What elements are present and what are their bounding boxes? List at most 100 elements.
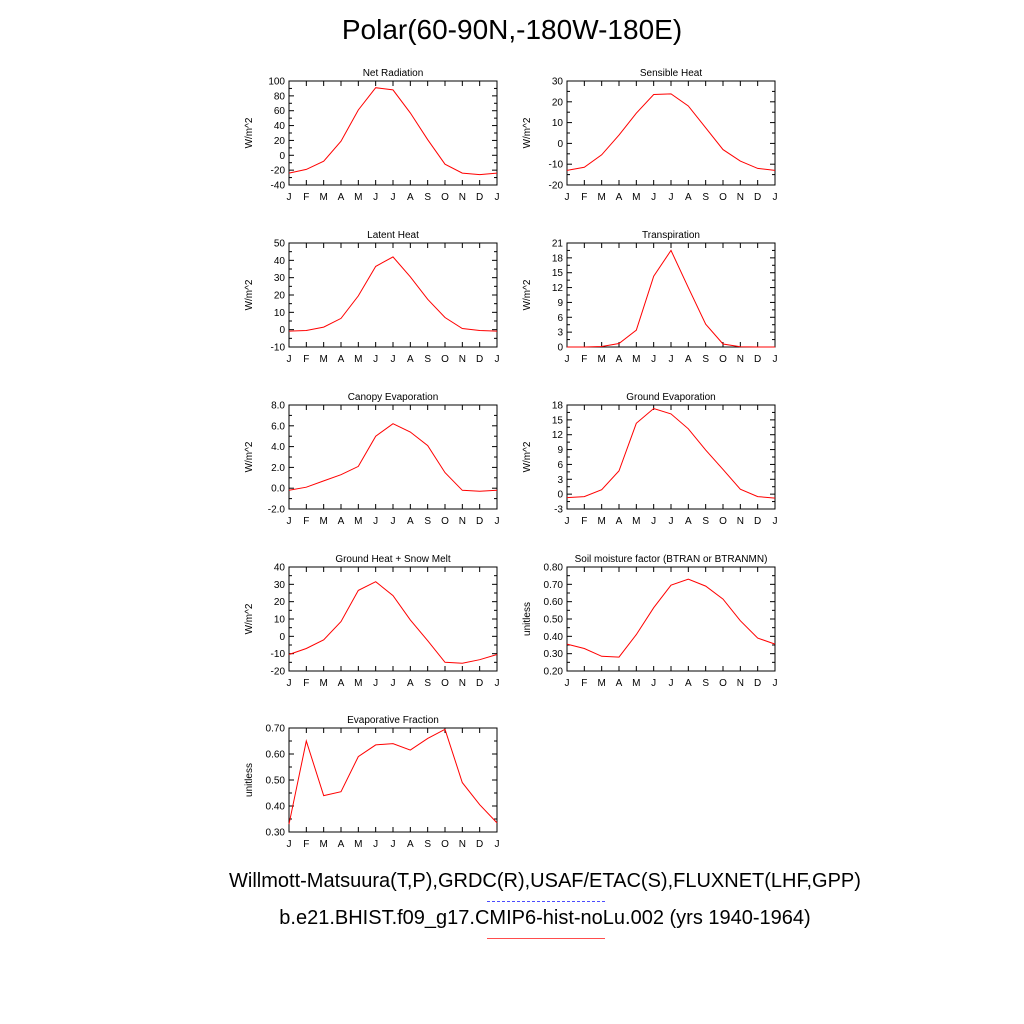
plot-frame: [288, 242, 498, 348]
y-tick-label: 0.70: [266, 724, 286, 735]
x-tick-label: J: [495, 839, 500, 850]
y-tick-label: 15: [552, 415, 564, 426]
plot-frame: [566, 404, 776, 510]
x-tick-label: J: [651, 678, 656, 689]
x-tick-label: A: [407, 678, 414, 689]
plot-frame: [288, 566, 498, 672]
series-line-latent-heat: [288, 256, 498, 332]
y-tick-label: 0.20: [544, 667, 564, 678]
series-line-ground-evaporation: [566, 407, 776, 499]
x-tick-label: J: [287, 839, 292, 850]
y-tick-label: 10: [274, 308, 286, 319]
x-tick-label: O: [441, 192, 449, 203]
y-tick-label: -3: [554, 505, 563, 516]
y-tick-label: 20: [274, 136, 286, 147]
x-tick-label: O: [441, 839, 449, 850]
y-tick-label: -20: [549, 181, 564, 192]
x-tick-label: J: [773, 192, 778, 203]
x-tick-label: O: [719, 678, 727, 689]
y-tick-label: 0: [557, 490, 563, 501]
x-tick-label: J: [495, 192, 500, 203]
y-tick-label: 15: [552, 268, 564, 279]
y-tick-label: 21: [552, 239, 564, 250]
x-tick-label: J: [651, 192, 656, 203]
x-tick-label: N: [737, 516, 744, 527]
x-tick-label: J: [669, 354, 674, 365]
x-tick-label: J: [391, 192, 396, 203]
x-tick-label: A: [685, 516, 692, 527]
y-tick-label: -20: [271, 166, 286, 177]
x-tick-label: J: [773, 354, 778, 365]
x-tick-label: A: [616, 516, 623, 527]
y-tick-label: 12: [552, 283, 564, 294]
x-tick-label: M: [319, 354, 327, 365]
x-tick-label: O: [719, 354, 727, 365]
x-tick-label: N: [459, 192, 466, 203]
x-tick-label: J: [373, 192, 378, 203]
x-tick-label: M: [632, 516, 640, 527]
y-axis-label: W/m^2: [244, 603, 255, 634]
panel-title: Soil moisture factor (BTRAN or BTRANMN): [575, 554, 768, 565]
y-axis-label: W/m^2: [522, 279, 533, 310]
y-tick-label: 0.50: [544, 615, 564, 626]
y-tick-label: 2.0: [271, 463, 285, 474]
panel-canopy-evaporation: Canopy Evaporation-2.00.02.04.06.08.0J F M…: [244, 392, 500, 527]
x-tick-label: A: [407, 516, 414, 527]
y-tick-label: 12: [552, 430, 564, 441]
y-tick-label: -10: [271, 343, 286, 354]
x-tick-label: A: [407, 354, 414, 365]
x-tick-label: J: [669, 516, 674, 527]
y-tick-label: 9: [557, 445, 563, 456]
x-tick-label: F: [581, 516, 587, 527]
x-tick-label: A: [616, 354, 623, 365]
x-tick-label: D: [476, 354, 483, 365]
x-tick-label: F: [303, 516, 309, 527]
y-tick-label: 40: [274, 563, 286, 574]
y-tick-label: 0.60: [266, 750, 286, 761]
x-tick-label: M: [319, 678, 327, 689]
x-tick-label: S: [424, 678, 431, 689]
x-tick-label: S: [702, 354, 709, 365]
y-tick-label: 3: [557, 475, 563, 486]
legend-model-line: [487, 938, 605, 939]
x-tick-label: A: [338, 192, 345, 203]
page-title: Polar(60-90N,-180W-180E): [341, 14, 683, 45]
x-tick-label: J: [373, 516, 378, 527]
y-tick-label: 0: [557, 139, 563, 150]
legend-observations-label: Willmott-Matsuura(T,P),GRDC(R),USAF/ETAC…: [229, 870, 861, 892]
x-tick-label: S: [702, 678, 709, 689]
x-tick-label: F: [303, 354, 309, 365]
x-tick-label: J: [669, 192, 674, 203]
x-tick-label: J: [773, 678, 778, 689]
y-tick-label: 80: [274, 91, 286, 102]
x-tick-label: S: [424, 354, 431, 365]
x-tick-label: A: [685, 678, 692, 689]
series-line-sensible-heat: [566, 93, 776, 171]
y-tick-label: 0: [279, 325, 285, 336]
y-tick-label: 0.30: [544, 649, 564, 660]
x-tick-label: J: [495, 678, 500, 689]
legend-model-label: b.e21.BHIST.f09_g17.CMIP6-hist-noLu.002 …: [279, 907, 811, 929]
x-tick-label: N: [459, 839, 466, 850]
x-tick-label: N: [737, 354, 744, 365]
x-tick-label: O: [441, 678, 449, 689]
y-tick-label: 20: [274, 597, 286, 608]
y-tick-label: 6: [557, 313, 563, 324]
series-line-transpiration: [567, 249, 775, 348]
y-tick-label: 0.40: [544, 632, 564, 643]
x-tick-label: M: [354, 678, 362, 689]
x-tick-label: J: [373, 839, 378, 850]
plot-frame: [566, 242, 776, 348]
x-tick-label: M: [319, 192, 327, 203]
x-tick-label: M: [597, 192, 605, 203]
y-tick-label: 0.60: [544, 597, 564, 608]
x-tick-label: S: [424, 192, 431, 203]
y-tick-label: 18: [552, 253, 564, 264]
x-tick-label: F: [303, 192, 309, 203]
y-tick-label: 0: [279, 151, 285, 162]
